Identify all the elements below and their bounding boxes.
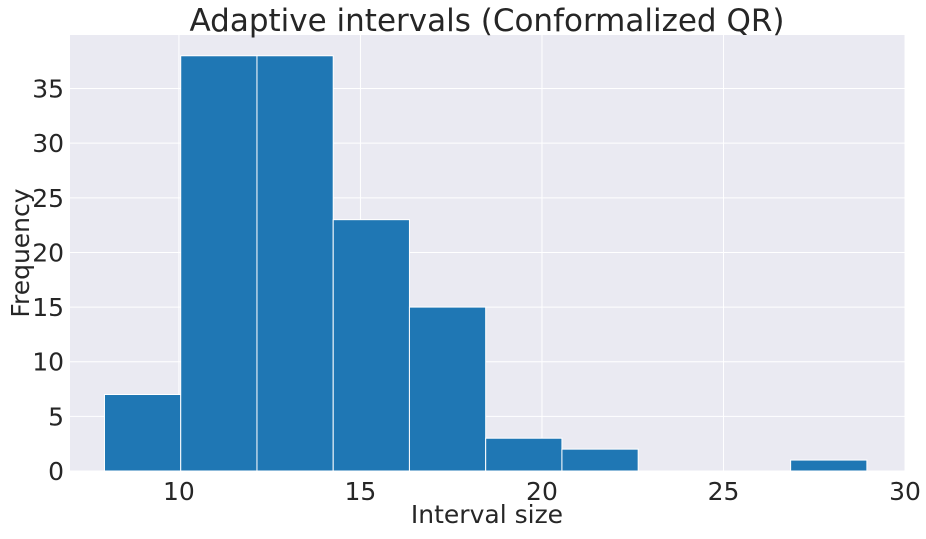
y-tick-label: 25 (32, 184, 64, 213)
bars (103, 55, 868, 472)
histogram-bar (790, 459, 868, 472)
x-axis-label: Interval size (411, 500, 563, 529)
y-tick-label: 20 (32, 238, 64, 267)
histogram-bar (485, 437, 563, 472)
x-tick-label: 15 (345, 477, 377, 506)
y-tick-label: 10 (32, 348, 64, 377)
x-tick-label: 25 (708, 477, 740, 506)
y-tick-label: 5 (48, 402, 64, 431)
histogram-bar (256, 55, 334, 472)
x-tick-label: 10 (163, 477, 195, 506)
x-tick-label: 30 (889, 477, 921, 506)
y-tick-label: 35 (32, 75, 64, 104)
y-tick-label: 30 (32, 129, 64, 158)
x-axis-ticks: 10 15 20 25 30 (163, 477, 921, 506)
y-axis-ticks: 0 5 10 15 20 25 30 35 (32, 75, 64, 486)
histogram-bar (561, 448, 639, 472)
histogram-bar (103, 394, 182, 472)
x-tick-label: 20 (526, 477, 558, 506)
histogram-bar (180, 55, 258, 472)
histogram-bar (408, 306, 487, 472)
y-axis-label: Frequency (6, 188, 35, 317)
y-tick-label: 0 (48, 457, 64, 486)
y-tick-label: 15 (32, 293, 64, 322)
histogram-bar (332, 219, 410, 472)
chart-title: Adaptive intervals (Conformalized QR) (189, 3, 784, 39)
